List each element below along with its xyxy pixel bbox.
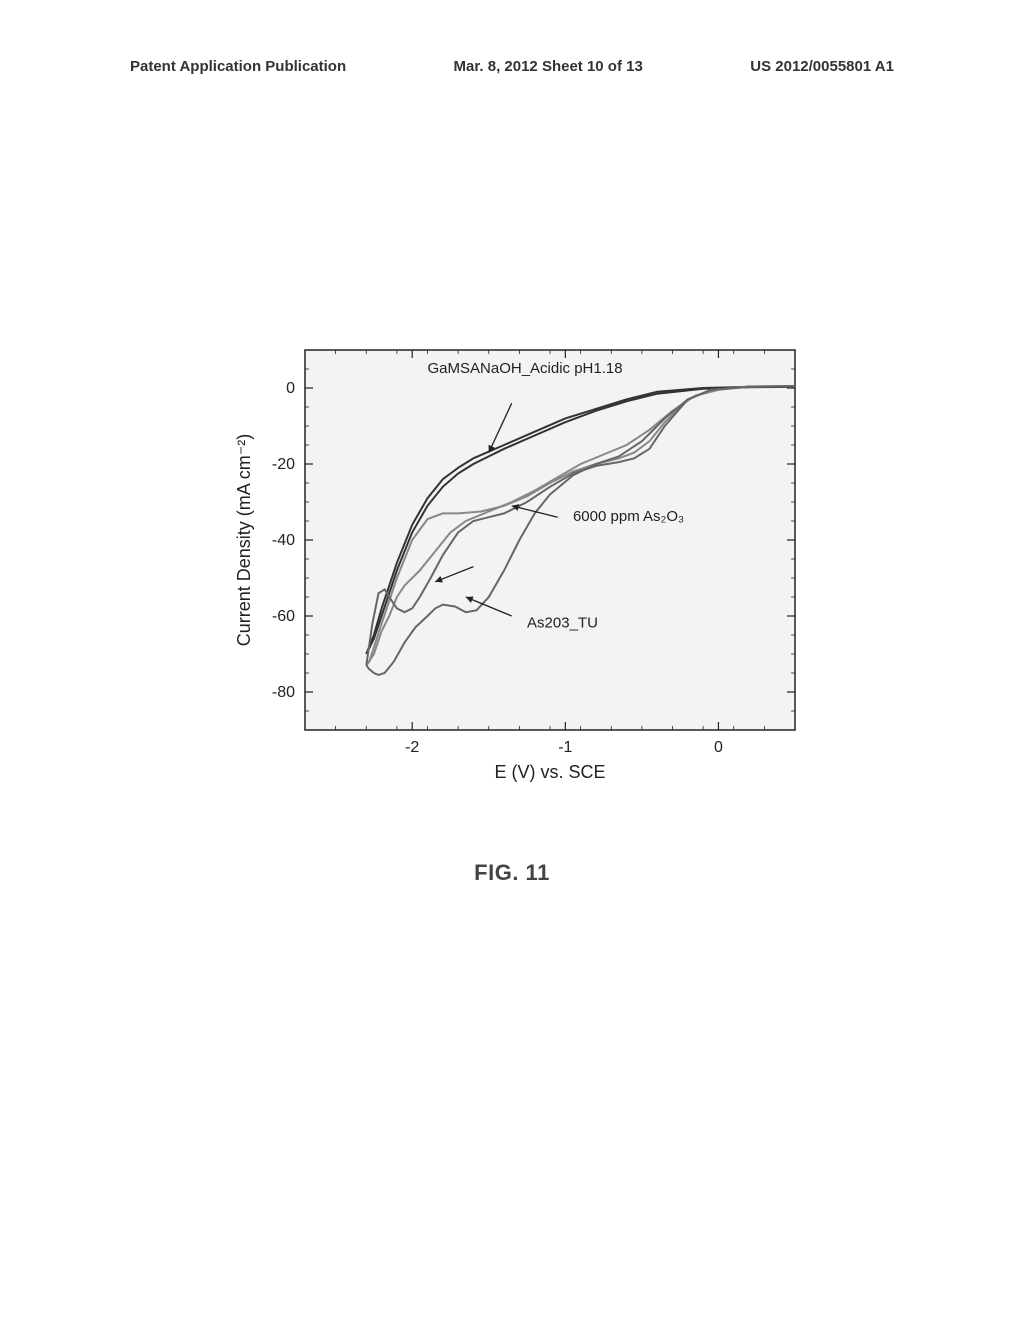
header-left: Patent Application Publication <box>130 58 346 75</box>
svg-text:-2: -2 <box>405 739 419 756</box>
svg-text:GaMSANaOH_Acidic pH1.18: GaMSANaOH_Acidic pH1.18 <box>428 360 623 377</box>
figure-container: -2 -1 0 0 -20 -40 -60 -80 E (V) vs. SCE Current D… <box>210 330 820 800</box>
svg-text:-1: -1 <box>558 739 572 756</box>
cv-chart: -2 -1 0 0 -20 -40 -60 -80 E (V) vs. SCE Current D… <box>210 330 820 800</box>
svg-text:As203_TU: As203_TU <box>527 614 598 631</box>
header-right: US 2012/0055801 A1 <box>750 58 894 75</box>
header-center: Mar. 8, 2012 Sheet 10 of 13 <box>454 58 643 75</box>
svg-text:-60: -60 <box>272 608 295 625</box>
svg-text:-80: -80 <box>272 684 295 701</box>
svg-text:0: 0 <box>286 380 295 397</box>
svg-text:E (V) vs. SCE: E (V) vs. SCE <box>494 762 605 782</box>
svg-text:6000 ppm As₂O₃: 6000 ppm As₂O₃ <box>573 508 684 525</box>
figure-caption: FIG. 11 <box>0 860 1024 886</box>
svg-text:0: 0 <box>714 739 723 756</box>
page-header: Patent Application Publication Mar. 8, 2… <box>130 58 894 75</box>
svg-text:-20: -20 <box>272 456 295 473</box>
svg-text:Current Density (mA cm⁻²): Current Density (mA cm⁻²) <box>234 434 254 647</box>
svg-text:-40: -40 <box>272 532 295 549</box>
